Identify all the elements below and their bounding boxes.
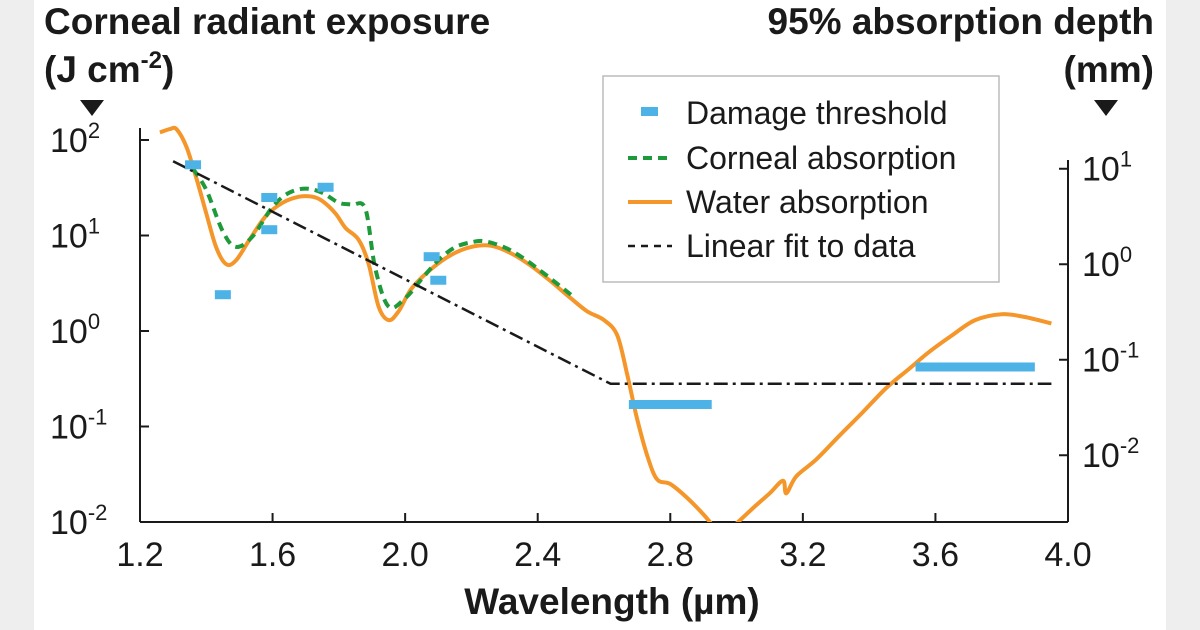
legend-water-label: Water absorption	[686, 184, 928, 220]
axes-group	[139, 128, 1069, 523]
x-axis-title: Wavelength (µm)	[464, 581, 759, 622]
left-y-tick-label: 100	[50, 309, 100, 351]
left-y-tick-labels: 102 101 100 10-1 10-2	[50, 118, 107, 542]
x-tick-label: 2.8	[647, 536, 694, 574]
right-axis-title-line1: 95% absorption depth	[768, 1, 1154, 42]
right-y-tick-labels: 101 100 10-1 10-2	[1082, 147, 1139, 475]
right-y-tick-label: 100	[1082, 242, 1132, 284]
legend: Damage threshold Corneal absorption Wate…	[602, 75, 1000, 283]
right-y-tick-label: 101	[1082, 147, 1132, 189]
damage-threshold-point	[261, 225, 278, 235]
left-axis-title-line1: Corneal radiant exposure	[44, 1, 490, 42]
x-tick-label: 1.2	[116, 536, 163, 574]
damage-threshold-point	[261, 192, 278, 202]
series-corneal-absorption-line	[191, 167, 573, 311]
plot-area	[159, 125, 1052, 522]
legend-fit-label: Linear fit to data	[686, 228, 916, 264]
series-water-absorption-line-2	[735, 312, 1052, 522]
x-tick-label: 3.6	[912, 536, 959, 574]
x-tick-label: 4.0	[1044, 536, 1091, 574]
right-y-tick-label: 10-1	[1082, 338, 1139, 380]
damage-threshold-point	[430, 275, 447, 285]
left-y-tick-label: 102	[50, 118, 100, 160]
left-y-tick-label: 10-1	[50, 405, 107, 447]
damage-threshold-point	[185, 160, 202, 170]
damage-threshold-point	[423, 252, 440, 262]
legend-damage-label: Damage threshold	[686, 95, 947, 131]
series-water-absorption-line	[159, 125, 713, 522]
series-linear-fit-line	[172, 160, 1052, 386]
right-y-tick-label: 10-2	[1082, 433, 1139, 475]
legend-corneal-label: Corneal absorption	[686, 140, 956, 176]
left-y-tick-label: 101	[50, 214, 100, 256]
damage-threshold-point	[628, 399, 712, 409]
damage-threshold-point	[915, 362, 1035, 372]
x-tick-label: 3.2	[779, 536, 826, 574]
left-axis-title-line2: (J cm-2)	[44, 47, 174, 90]
left-margin-band	[0, 0, 34, 630]
right-margin-band	[1166, 0, 1200, 630]
damage-threshold-point	[317, 182, 334, 192]
right-axis-title-line2: (mm)	[1064, 49, 1154, 90]
legend-box	[602, 75, 1000, 283]
right-axis-arrow-icon	[1094, 100, 1118, 116]
left-axis-arrow-icon	[80, 100, 104, 116]
x-tick-label: 2.4	[514, 536, 561, 574]
left-y-tick-label: 10-2	[50, 500, 107, 542]
legend-damage-marker	[641, 107, 658, 116]
x-tick-labels: 1.2 1.6 2.0 2.4 2.8 3.2 3.6 4.0	[116, 536, 1091, 574]
damage-threshold-point	[214, 290, 231, 300]
x-tick-label: 2.0	[382, 536, 429, 574]
x-tick-label: 1.6	[249, 536, 296, 574]
